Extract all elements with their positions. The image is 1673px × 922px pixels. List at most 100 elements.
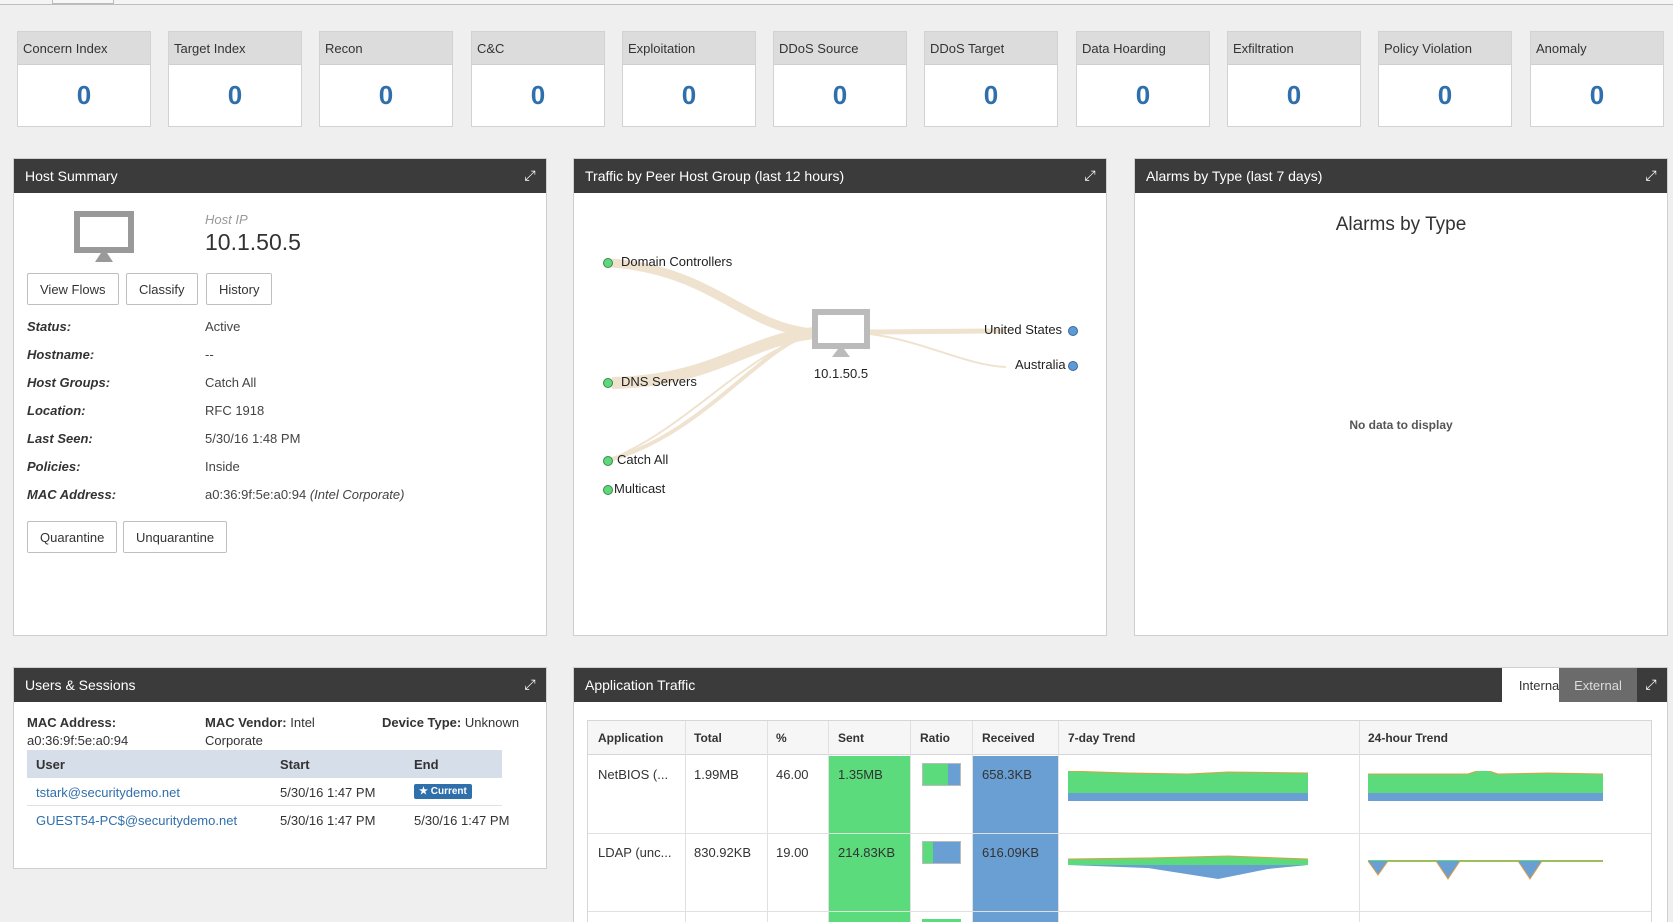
tile-exploitation[interactable]: Exploitation 0	[622, 31, 756, 127]
top-bar	[0, 0, 1673, 5]
col-7day-trend[interactable]: 7-day Trend	[1068, 731, 1136, 745]
received-column-fill	[972, 756, 1058, 922]
unquarantine-button[interactable]: Unquarantine	[123, 521, 228, 553]
node-dot[interactable]	[603, 456, 613, 466]
expand-icon[interactable]: ⤢	[524, 676, 536, 692]
tile-anomaly[interactable]: Anomaly 0	[1530, 31, 1664, 127]
col-ratio[interactable]: Ratio	[920, 731, 950, 745]
ratio-bar	[922, 841, 961, 864]
node-dot[interactable]	[603, 378, 613, 388]
tile-label: Anomaly	[1531, 32, 1663, 65]
tile-value: 0	[378, 80, 394, 110]
location-value: RFC 1918	[205, 403, 265, 418]
tile-ddos-source[interactable]: DDoS Source 0	[773, 31, 907, 127]
panel-title: Alarms by Type (last 7 days)	[1146, 168, 1323, 184]
tile-value: 0	[227, 80, 243, 110]
traffic-panel: Traffic by Peer Host Group (last 12 hour…	[573, 158, 1107, 636]
tile-label: Target Index	[169, 32, 301, 65]
device-type: Device Type: Unknown	[382, 715, 520, 730]
mac-vendor-note: (Intel Corporate)	[309, 487, 405, 502]
tile-value: 0	[1135, 80, 1151, 110]
quarantine-button[interactable]: Quarantine	[27, 521, 118, 553]
top-tab[interactable]	[52, 0, 114, 4]
node-dot[interactable]	[603, 485, 613, 495]
node-catch-all[interactable]: Catch All	[617, 452, 669, 467]
app-total: 1.99MB	[694, 767, 739, 782]
panel-header: Users & Sessions ⤢	[14, 668, 546, 702]
col-total[interactable]: Total	[694, 731, 722, 745]
col-divider	[767, 721, 768, 922]
traffic-flows	[611, 258, 1007, 461]
panel-header: Application Traffic Internal External ⤢	[574, 668, 1667, 702]
node-australia[interactable]: Australia	[1015, 357, 1066, 372]
classify-button[interactable]: Classify	[126, 273, 198, 305]
col-divider	[1359, 721, 1360, 922]
expand-icon[interactable]: ⤢	[524, 167, 536, 183]
status-value: Active	[205, 319, 241, 334]
tile-value: 0	[681, 80, 697, 110]
history-button[interactable]: History	[206, 273, 273, 305]
node-dot[interactable]	[1068, 326, 1078, 336]
view-flows-button[interactable]: View Flows	[27, 273, 119, 305]
col-end[interactable]: End	[414, 757, 439, 772]
tab-external[interactable]: External	[1559, 668, 1637, 702]
session-end: 5/30/16 1:47 PM	[414, 813, 510, 828]
expand-icon[interactable]: ⤢	[1645, 167, 1657, 183]
user-link[interactable]: tstark@securitydemo.net	[36, 785, 180, 800]
tile-ddos-target[interactable]: DDoS Target 0	[924, 31, 1058, 127]
trend-24hour-chart	[1368, 771, 1604, 801]
panel-title: Host Summary	[25, 168, 118, 184]
tile-value: 0	[983, 80, 999, 110]
node-multicast[interactable]: Multicast	[614, 481, 666, 496]
col-sent[interactable]: Sent	[838, 731, 865, 745]
col-user[interactable]: User	[36, 757, 65, 772]
app-name[interactable]: LDAP (unc...	[598, 845, 672, 860]
col-percent[interactable]: %	[776, 731, 787, 745]
tile-target-index[interactable]: Target Index 0	[168, 31, 302, 127]
mac-vendor-cont: Corporate	[205, 733, 263, 748]
panel-header: Alarms by Type (last 7 days) ⤢	[1135, 159, 1667, 193]
ratio-sent	[923, 764, 948, 785]
panel-title: Users & Sessions	[25, 677, 136, 693]
host-ip-value: 10.1.50.5	[205, 229, 301, 255]
ratio-received	[947, 764, 960, 785]
panel-title: Application Traffic	[585, 677, 696, 693]
tile-label: C&C	[472, 32, 604, 65]
current-badge: ★ Current	[414, 784, 472, 799]
tile-value: 0	[76, 80, 92, 110]
tile-cc[interactable]: C&C 0	[471, 31, 605, 127]
empty-message: No data to display	[1349, 418, 1453, 432]
ratio-sent	[923, 842, 933, 863]
tile-concern-index[interactable]: Concern Index 0	[17, 31, 151, 127]
tile-data-hoarding[interactable]: Data Hoarding 0	[1076, 31, 1210, 127]
user-link[interactable]: GUEST54-PC$@securitydemo.net	[36, 813, 238, 828]
node-dns-servers[interactable]: DNS Servers	[621, 374, 697, 389]
tile-value: 0	[832, 80, 848, 110]
table-header: Application Total % Sent Ratio Received …	[588, 721, 1651, 755]
col-divider	[910, 721, 911, 922]
row-divider	[588, 911, 1651, 912]
field-key: Status:	[27, 319, 72, 334]
col-start[interactable]: Start	[280, 757, 310, 772]
expand-icon[interactable]: ⤢	[1084, 167, 1096, 183]
field-key: Host Groups:	[27, 375, 111, 390]
tile-policy-violation[interactable]: Policy Violation 0	[1378, 31, 1512, 127]
node-dot[interactable]	[603, 258, 613, 268]
tile-recon[interactable]: Recon 0	[319, 31, 453, 127]
trend-7day-chart	[1068, 771, 1308, 801]
node-united-states[interactable]: United States	[984, 322, 1063, 337]
table-row: tstark@securitydemo.net 5/30/16 1:47 PM …	[27, 778, 502, 806]
col-received[interactable]: Received	[982, 731, 1035, 745]
col-24hour-trend[interactable]: 24-hour Trend	[1368, 731, 1449, 745]
app-name[interactable]: NetBIOS (...	[598, 767, 669, 782]
hostname-value: --	[205, 347, 214, 362]
col-application[interactable]: Application	[598, 731, 664, 745]
ratio-bar	[922, 763, 961, 786]
node-dot[interactable]	[1068, 361, 1078, 371]
node-domain-controllers[interactable]: Domain Controllers	[621, 254, 733, 269]
expand-icon[interactable]: ⤢	[1645, 676, 1657, 692]
flow-catch-all	[611, 331, 815, 461]
tile-label: Data Hoarding	[1077, 32, 1209, 65]
tile-exfiltration[interactable]: Exfiltration 0	[1227, 31, 1361, 127]
mac-address-label: MAC Address:	[27, 715, 117, 730]
